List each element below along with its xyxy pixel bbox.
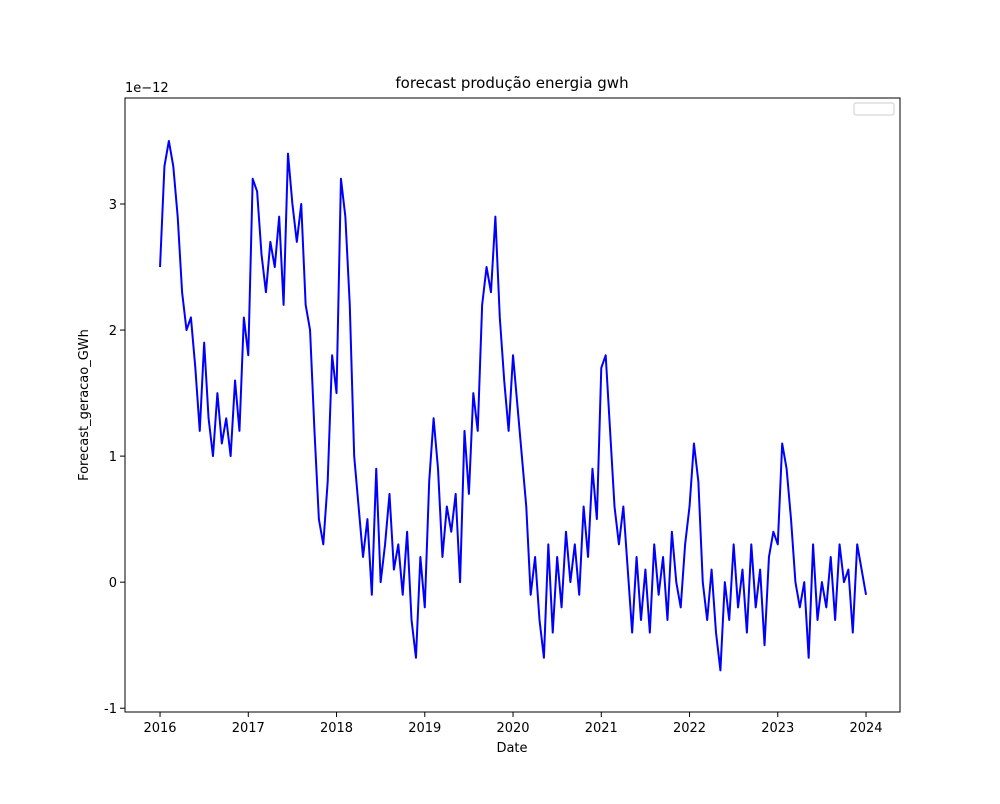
x-tick-label: 2022 xyxy=(673,721,706,736)
x-tick-label: 2020 xyxy=(496,721,529,736)
x-tick-label: 2024 xyxy=(849,721,882,736)
axes-frame xyxy=(124,97,901,713)
y-tick-label: 0 xyxy=(109,576,117,591)
y-tick-label: 1 xyxy=(109,450,117,465)
data-line xyxy=(159,139,868,672)
x-tick-label: 2016 xyxy=(143,721,176,736)
x-axis-label: Date xyxy=(496,741,527,756)
legend xyxy=(853,102,895,116)
x-tick-label: 2018 xyxy=(320,721,353,736)
y-axis-label: Forecast_geracao_GWh xyxy=(77,329,92,481)
chart-title: forecast produção energia gwh xyxy=(395,74,628,92)
x-tick-label: 2021 xyxy=(585,721,618,736)
plot-area xyxy=(159,139,868,672)
offset-label: 1e−12 xyxy=(125,81,169,96)
x-tick-label: 2017 xyxy=(232,721,265,736)
y-tick-label: 3 xyxy=(109,198,117,213)
x-tick-label: 2023 xyxy=(761,721,794,736)
x-tick-label: 2019 xyxy=(408,721,441,736)
y-tick-label: 2 xyxy=(109,324,117,339)
y-tick-label: -1 xyxy=(104,702,117,717)
